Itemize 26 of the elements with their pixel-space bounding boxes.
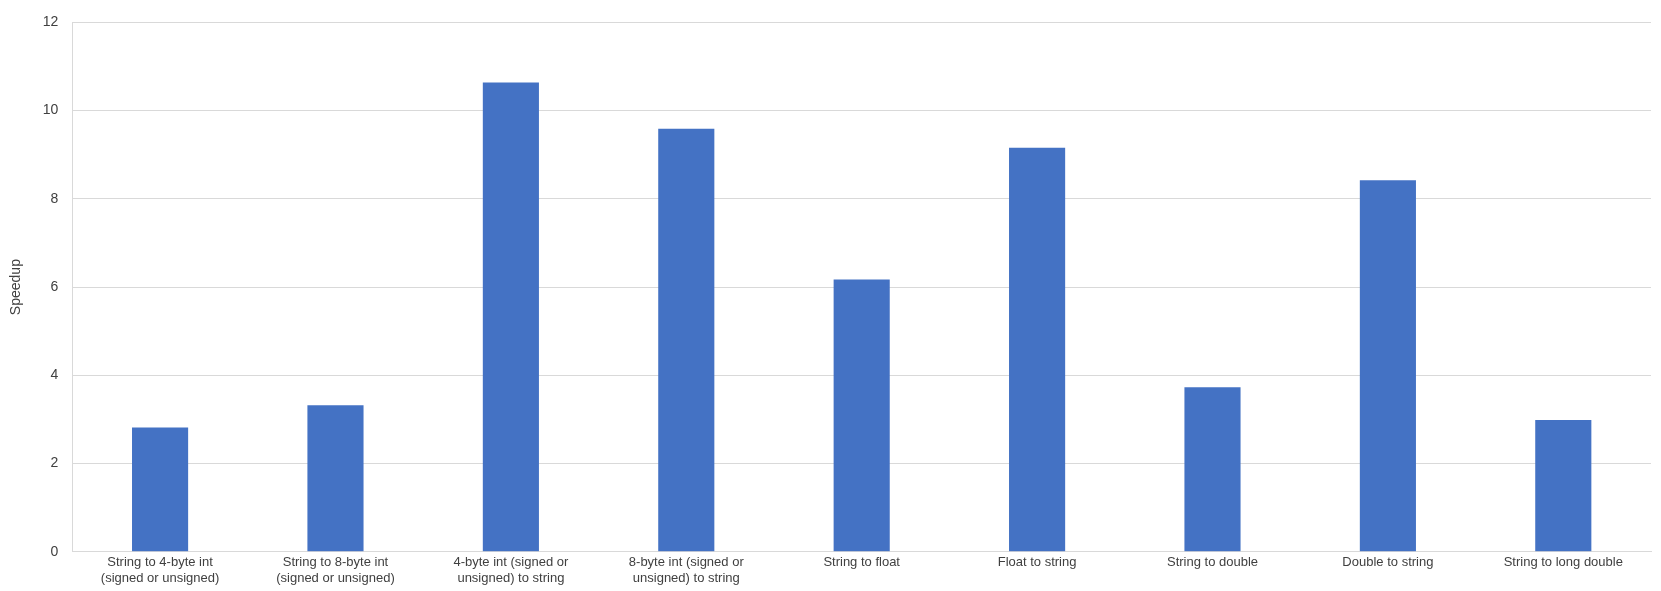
x-tick-label: String to long double [1503,554,1623,570]
x-tick-label: String to 4-byte int (signed or unsigned) [100,554,220,585]
y-tick-label: 6 [50,277,59,294]
y-axis-title: Speedup [7,258,24,316]
x-tick-label: String to float [823,554,901,570]
bar [1359,180,1416,552]
y-tick-label: 0 [50,542,59,559]
bar [132,427,189,552]
bar [482,82,539,552]
y-tick-label: 2 [50,454,59,471]
y-tick-label: 4 [50,366,59,383]
y-tick-label: 12 [42,13,59,30]
bar [1009,147,1066,552]
bar [307,405,364,552]
bar [1184,387,1241,552]
x-tick-label: String to double [1166,554,1259,570]
x-tick-label: String to 8-byte int (signed or unsigned) [276,554,395,585]
x-tick-label: Double to string [1342,554,1434,570]
x-tick-label: 4-byte int (signed or unsigned) to string [453,554,569,585]
bar [833,279,890,552]
x-tick-label: Float to string [997,554,1077,570]
y-tick-label: 8 [50,189,59,206]
bar [1535,419,1592,552]
x-tick-label: 8-byte int (signed or unsigned) to string [628,554,745,585]
y-tick-label: 10 [42,101,59,118]
bar [658,128,715,552]
